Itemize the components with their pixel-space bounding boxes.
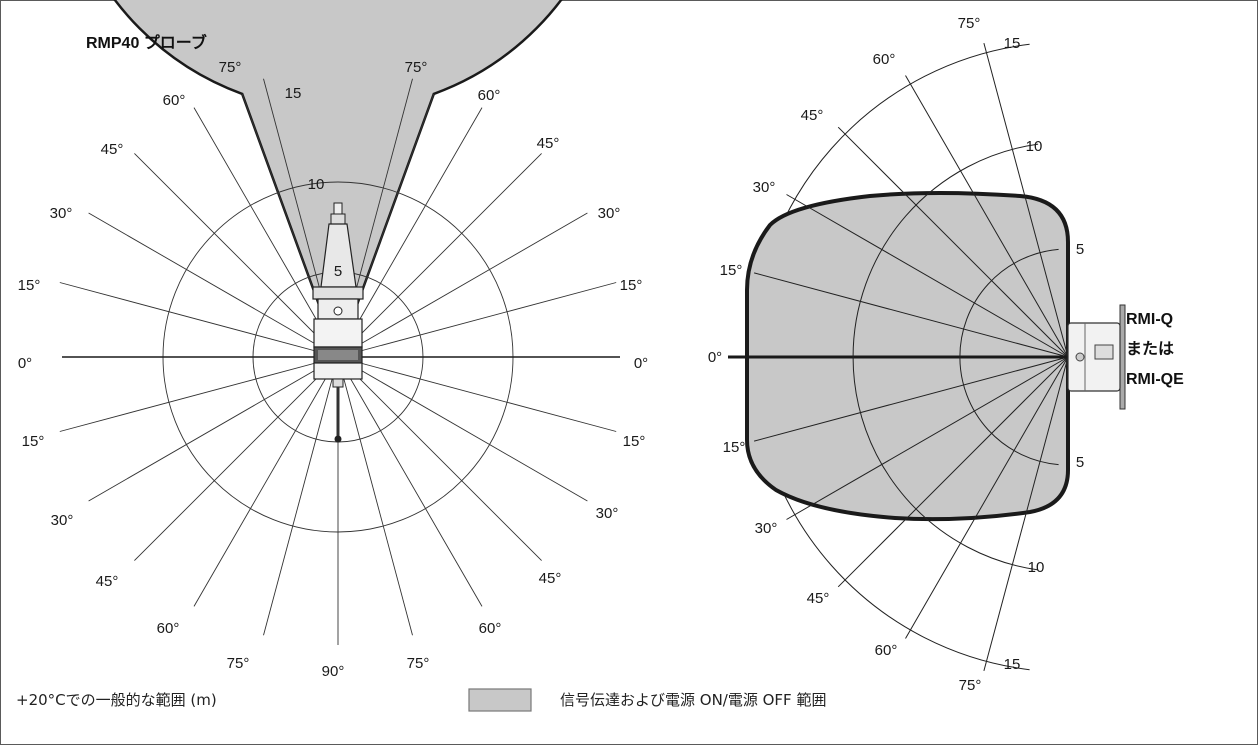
ring-label-lower-15: 15	[1004, 656, 1021, 673]
ring-label-upper-15: 15	[1004, 35, 1021, 52]
receiver-angle-lower-2: 45°	[807, 590, 830, 607]
angle-label-right-7: 30°	[596, 505, 619, 522]
receiver-angle-lower-0: 15°	[723, 439, 746, 456]
receiver-angle-upper-3: 30°	[753, 179, 776, 196]
angle-label-left-2: 45°	[101, 141, 124, 158]
receiver-label-line1: RMI-Q	[1126, 311, 1173, 328]
rmi-q-receiver-icon	[1068, 305, 1125, 409]
angle-ray	[60, 283, 338, 358]
angle-ray	[264, 357, 339, 635]
angle-label-left-10: 75°	[227, 655, 250, 672]
receiver-angle-lower-3: 60°	[875, 642, 898, 659]
angle-label-right-5: 0°	[634, 355, 648, 372]
receiver-angle-upper-0: 75°	[958, 15, 981, 32]
receiver-angle-center: 0°	[708, 349, 722, 366]
ring-label-10: 10	[308, 176, 325, 193]
angle-label-right-10: 75°	[407, 655, 430, 672]
angle-label-right-2: 45°	[537, 135, 560, 152]
angle-ray	[338, 357, 542, 561]
ring-label-upper-5: 5	[1076, 241, 1084, 258]
ring-label-lower-5: 5	[1076, 454, 1084, 471]
legend-swatch	[469, 689, 531, 711]
angle-label-right-6: 15°	[623, 433, 646, 450]
angle-label-left-8: 45°	[96, 573, 119, 590]
angle-label-right-8: 45°	[539, 570, 562, 587]
receiver-label-line3: RMI-QE	[1126, 371, 1184, 388]
angle-label-left-7: 30°	[51, 512, 74, 529]
angle-label-right-9: 60°	[479, 620, 502, 637]
receiver-angle-upper-4: 15°	[720, 262, 743, 279]
angle-label-left-5: 0°	[18, 355, 32, 372]
angle-label-left-4: 15°	[18, 277, 41, 294]
diagram-title: RMP40 プローブ	[86, 33, 207, 52]
receiver-angle-lower-4: 75°	[959, 677, 982, 694]
receiver-angle-upper-1: 60°	[873, 51, 896, 68]
receiver-label-line2: または	[1126, 340, 1174, 358]
footer-note: +20°Cでの一般的な範囲 (m)	[16, 691, 217, 709]
angle-label-right-4: 15°	[620, 277, 643, 294]
ring-label-upper-10: 10	[1026, 138, 1043, 155]
probe-range-diagram: 5 10 15 75° 60° 45° 30° 15° 0° 15° 30° 45° 60° 75° 75°…	[18, 0, 649, 680]
angle-label-left-1: 60°	[163, 92, 186, 109]
angle-ray	[338, 283, 616, 358]
angle-label-left-6: 15°	[22, 433, 45, 450]
legend-label: 信号伝達および電源 ON/電源 OFF 範囲	[560, 691, 826, 709]
angle-label-left-9: 60°	[157, 620, 180, 637]
receiver-angle-upper-2: 45°	[801, 107, 824, 124]
ring-label-lower-10: 10	[1028, 559, 1045, 576]
angle-ray	[338, 357, 616, 432]
angle-ray	[60, 357, 338, 432]
angle-label-left-0: 75°	[219, 59, 242, 76]
angle-label-right-1: 60°	[478, 87, 501, 104]
receiver-angle-lower-1: 30°	[755, 520, 778, 537]
angle-label-bottom: 90°	[322, 663, 345, 680]
receiver-range-diagram: 5 10 15 5 10 15 75° 60° 45° 30° 15° 0° 15° 30° 45° 60° 7…	[708, 15, 1125, 694]
ring-label-5: 5	[334, 263, 342, 280]
angle-label-right-0: 75°	[405, 59, 428, 76]
angle-label-right-3: 30°	[598, 205, 621, 222]
angle-label-left-3: 30°	[50, 205, 73, 222]
angle-ray	[134, 357, 338, 561]
angle-ray	[338, 357, 413, 635]
ring-label-15: 15	[285, 85, 302, 102]
